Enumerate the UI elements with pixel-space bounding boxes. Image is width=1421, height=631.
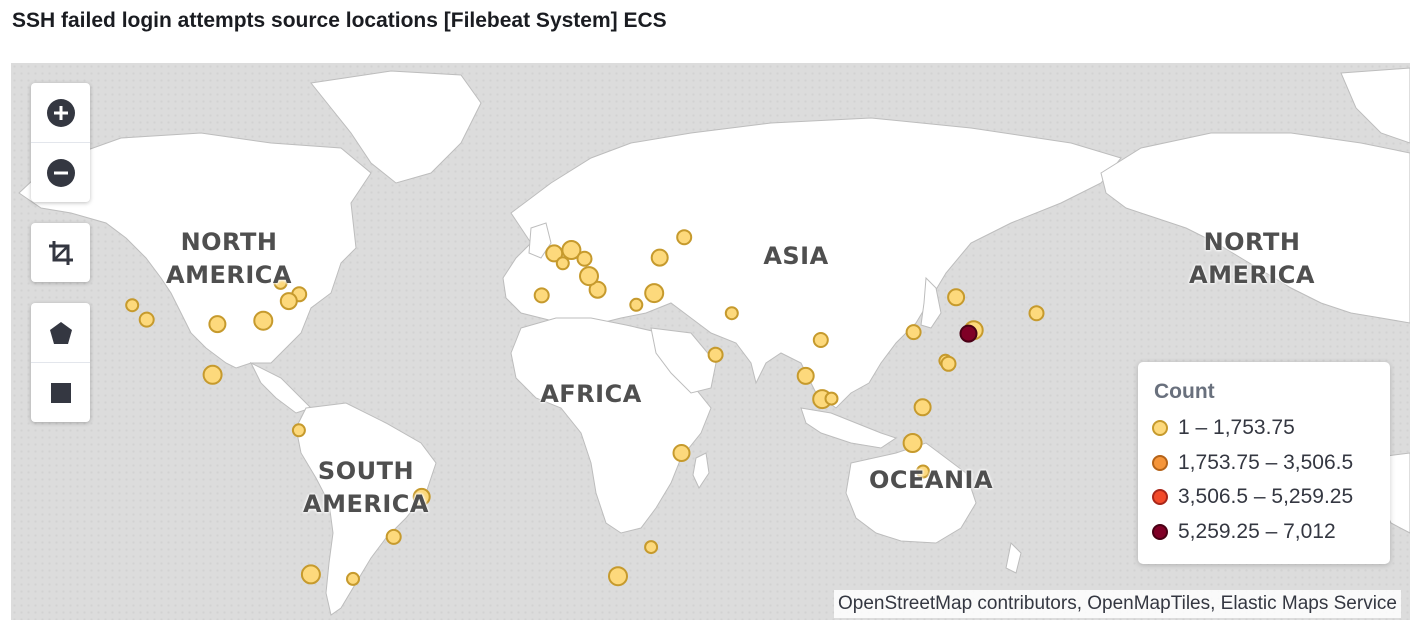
location-point[interactable] — [676, 229, 693, 246]
location-point[interactable] — [576, 250, 593, 267]
map-legend: Count 1 – 1,753.75 1,753.75 – 3,506.5 3,… — [1138, 362, 1390, 564]
location-point[interactable] — [902, 433, 923, 453]
location-point[interactable] — [279, 292, 298, 311]
location-point[interactable] — [273, 275, 288, 290]
location-point[interactable] — [644, 283, 665, 304]
location-point[interactable] — [905, 324, 922, 341]
legend-item: 3,506.5 – 5,259.25 — [1152, 482, 1353, 512]
location-point[interactable] — [707, 346, 724, 363]
zoom-in-button[interactable] — [31, 83, 90, 142]
crop-control — [31, 223, 90, 282]
zoom-out-icon — [46, 158, 75, 187]
location-point[interactable] — [812, 332, 829, 348]
location-point[interactable] — [650, 248, 669, 267]
zoom-controls — [31, 83, 90, 202]
location-point[interactable] — [796, 366, 815, 385]
region-label-north-america-wrapped: NORTH AMERICA — [1189, 228, 1315, 289]
legend-title: Count — [1154, 380, 1215, 403]
location-point[interactable] — [629, 297, 644, 312]
location-point[interactable] — [202, 364, 223, 385]
location-point[interactable] — [579, 266, 599, 287]
location-point[interactable] — [346, 571, 360, 586]
location-point[interactable] — [959, 324, 978, 343]
map-attribution[interactable]: OpenStreetMap contributors, OpenMapTiles… — [834, 590, 1401, 618]
region-label-north-america: NORTH AMERICA — [166, 228, 292, 289]
location-point[interactable] — [208, 315, 227, 334]
location-point[interactable] — [291, 423, 306, 438]
legend-swatch — [1152, 455, 1168, 471]
zoom-out-button[interactable] — [31, 142, 90, 202]
legend-swatch — [1152, 489, 1168, 505]
polygon-icon — [49, 321, 72, 344]
fit-to-data-button[interactable] — [31, 223, 90, 282]
location-point[interactable] — [412, 487, 431, 506]
legend-label: 3,506.5 – 5,259.25 — [1178, 485, 1354, 508]
region-label-africa: AFRICA — [540, 380, 642, 408]
location-point[interactable] — [561, 240, 582, 260]
location-point[interactable] — [138, 311, 155, 328]
zoom-in-icon — [46, 98, 75, 127]
land-layer — [18, 67, 1410, 616]
legend-item: 1,753.75 – 3,506.5 — [1152, 448, 1353, 478]
location-point[interactable] — [916, 464, 930, 479]
location-point[interactable] — [940, 355, 957, 372]
location-point[interactable] — [672, 444, 691, 462]
crop-icon — [48, 240, 73, 265]
legend-label: 1,753.75 – 3,506.5 — [1178, 451, 1354, 474]
visualization-title: SSH failed login attempts source locatio… — [12, 9, 667, 32]
location-point[interactable] — [588, 280, 607, 299]
location-point[interactable] — [724, 306, 739, 321]
location-point[interactable] — [824, 391, 839, 406]
location-point[interactable] — [385, 528, 402, 545]
draw-controls — [31, 303, 90, 422]
legend-swatch — [1152, 420, 1168, 436]
region-label-oceania: OCEANIA — [868, 466, 994, 494]
legend-label: 5,259.25 – 7,012 — [1178, 520, 1336, 543]
world-map[interactable]: NORTH AMERICA ASIA AFRICA SOUTH AMERICA OC… — [11, 63, 1410, 620]
location-point[interactable] — [608, 566, 628, 587]
location-point[interactable] — [253, 310, 274, 331]
location-point[interactable] — [913, 398, 932, 417]
location-point[interactable] — [555, 256, 570, 271]
legend-swatch — [1152, 524, 1168, 540]
legend-label: 1 – 1,753.75 — [1178, 416, 1295, 439]
legend-item: 1 – 1,753.75 — [1152, 413, 1295, 443]
rectangle-icon — [50, 382, 71, 403]
location-point[interactable] — [947, 288, 966, 307]
location-point[interactable] — [300, 564, 321, 585]
points-layer — [125, 229, 1045, 587]
location-point[interactable] — [1028, 305, 1045, 322]
location-point[interactable] — [125, 298, 140, 313]
legend-item: 5,259.25 – 7,012 — [1152, 517, 1336, 547]
region-label-asia: ASIA — [763, 242, 829, 270]
location-point[interactable] — [644, 540, 659, 555]
draw-polygon-button[interactable] — [31, 303, 90, 362]
draw-rectangle-button[interactable] — [31, 362, 90, 422]
region-label-south-america: SOUTH AMERICA — [303, 457, 429, 518]
location-point[interactable] — [533, 287, 550, 304]
